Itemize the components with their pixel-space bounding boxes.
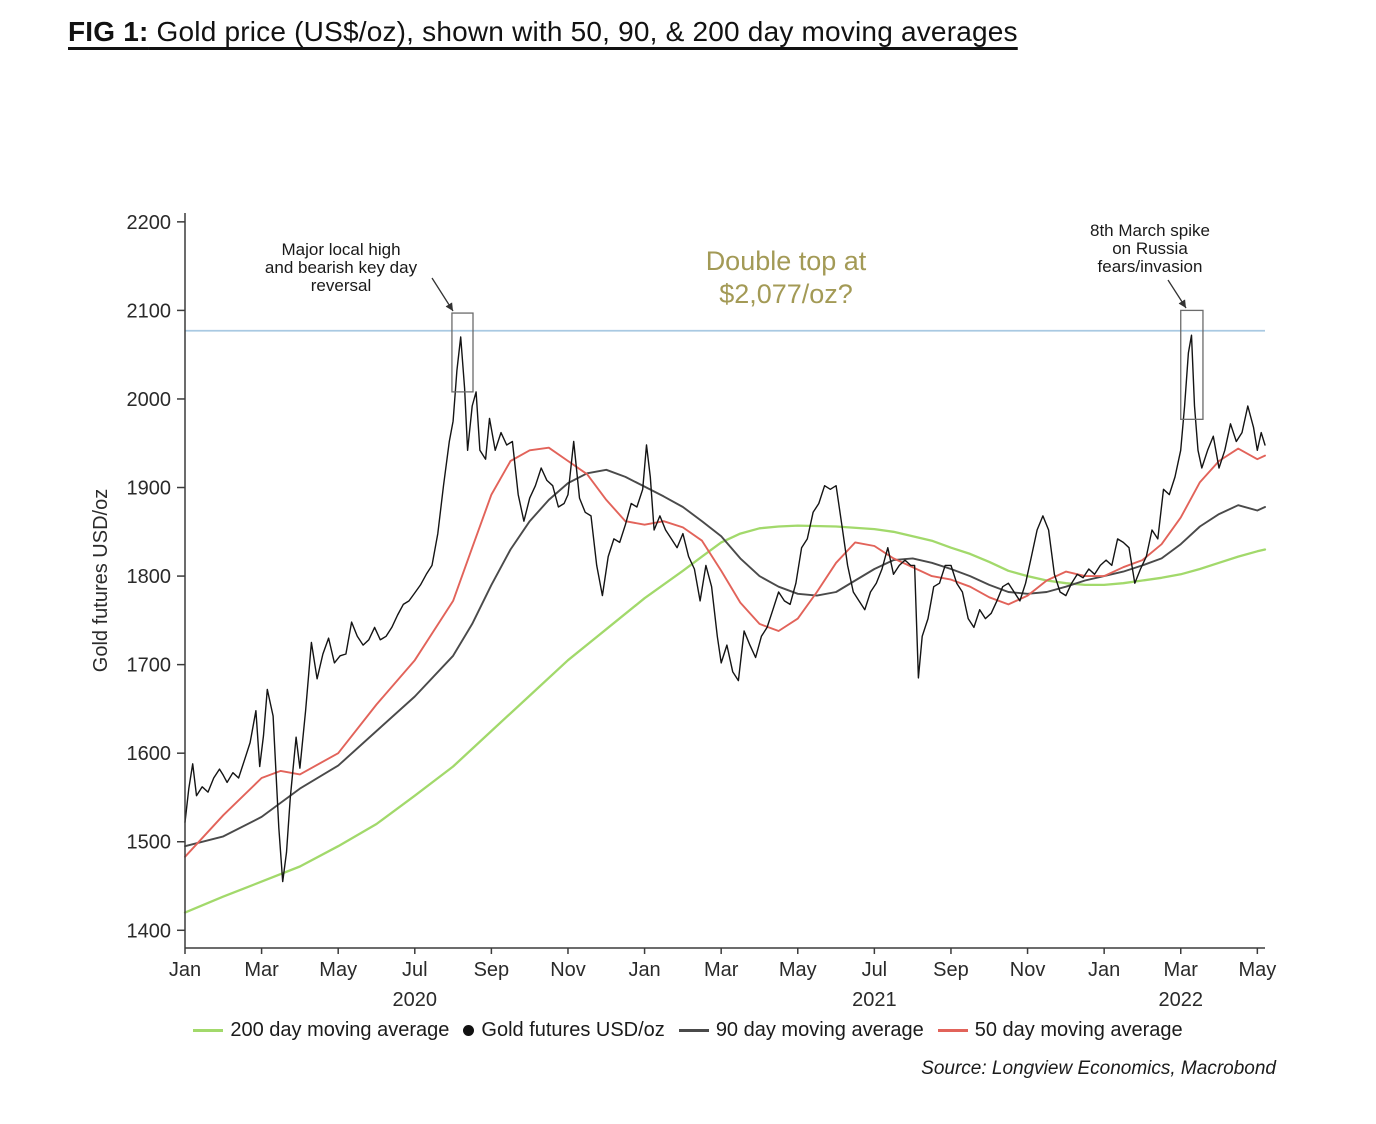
- aug-2020-peak-box: [451, 312, 474, 393]
- figure-title: FIG 1: Gold price (US$/oz), shown with 5…: [68, 16, 1018, 48]
- x-tick-label: May: [1238, 959, 1276, 981]
- x-tick-label: Mar: [1164, 959, 1199, 981]
- legend-line-marker: [937, 1029, 968, 1032]
- x-tick-label: Nov: [550, 959, 586, 981]
- year-label: 2021: [852, 989, 897, 1011]
- y-tick-label: 1800: [127, 566, 172, 588]
- x-tick-label: Jul: [862, 959, 888, 981]
- y-tick-label: 1600: [127, 743, 172, 765]
- x-tick-label: Jan: [1088, 959, 1120, 981]
- legend-line-marker: [678, 1029, 709, 1032]
- x-tick-label: Nov: [1010, 959, 1046, 981]
- legend-label-ma200: 200 day moving average: [230, 1019, 450, 1041]
- x-tick-label: Jan: [169, 959, 201, 981]
- y-tick-label: 2100: [127, 300, 172, 322]
- axes: 1400 1500 1600 1700 1800 1900 2000 2100 2200 Jan M…: [127, 212, 1277, 1011]
- figure-title-text: Gold price (US$/oz), shown with 50, 90, …: [148, 16, 1018, 47]
- x-tick-label: May: [779, 959, 817, 981]
- annotation-arrow-1: [431, 277, 454, 312]
- y-tick-label: 2000: [127, 389, 172, 411]
- ma-50-series-line: [184, 446, 1266, 858]
- x-tick-label: Mar: [244, 959, 279, 981]
- gold-futures-series-line: [184, 334, 1266, 883]
- x-tick-label: Sep: [933, 959, 969, 981]
- ma-90-series-line: [184, 468, 1266, 848]
- legend-item-ma200: 200 day moving average: [193, 1019, 449, 1042]
- annotation-arrow-2: [1167, 279, 1187, 309]
- y-axis-title: Gold futures USD/oz: [90, 489, 112, 672]
- source-note: Source: Longview Economics, Macrobond: [921, 1058, 1276, 1079]
- y-tick-label: 1500: [127, 832, 172, 854]
- x-tick-label: Jul: [402, 959, 428, 981]
- annotation-march-spike: 8th March spike on Russia fears/invasion: [1090, 221, 1210, 276]
- mar-2022-peak-box: [1180, 309, 1204, 420]
- y-tick-label: 1700: [127, 655, 172, 677]
- legend-label-ma90: 90 day moving average: [715, 1019, 924, 1041]
- legend-label-gold: Gold futures USD/oz: [481, 1019, 665, 1041]
- legend-item-gold: Gold futures USD/oz: [463, 1019, 665, 1042]
- ma-200-series-line: [183, 524, 1267, 914]
- year-label: 2020: [393, 989, 438, 1011]
- legend-item-ma50: 50 day moving average: [937, 1019, 1183, 1042]
- legend-label-ma50: 50 day moving average: [974, 1019, 1183, 1041]
- chart-legend: 200 day moving average Gold futures USD/o…: [0, 1019, 1376, 1042]
- y-tick-label: 1900: [127, 478, 172, 500]
- legend-line-marker: [193, 1029, 224, 1032]
- y-tick-label: 1400: [127, 920, 172, 942]
- year-label: 2022: [1158, 989, 1203, 1011]
- x-tick-label: Jan: [628, 959, 660, 981]
- annotation-major-local-high: Major local high and bearish key day rever…: [265, 240, 418, 295]
- annotation-double-top: Double top at $2,077/oz?: [706, 246, 867, 309]
- x-tick-label: Mar: [704, 959, 739, 981]
- figure-label: FIG 1:: [68, 16, 149, 47]
- legend-item-ma90: 90 day moving average: [678, 1019, 924, 1042]
- legend-dot-marker: [463, 1025, 475, 1036]
- y-tick-label: 2200: [127, 212, 172, 234]
- x-tick-label: May: [319, 959, 357, 981]
- x-tick-label: Sep: [474, 959, 510, 981]
